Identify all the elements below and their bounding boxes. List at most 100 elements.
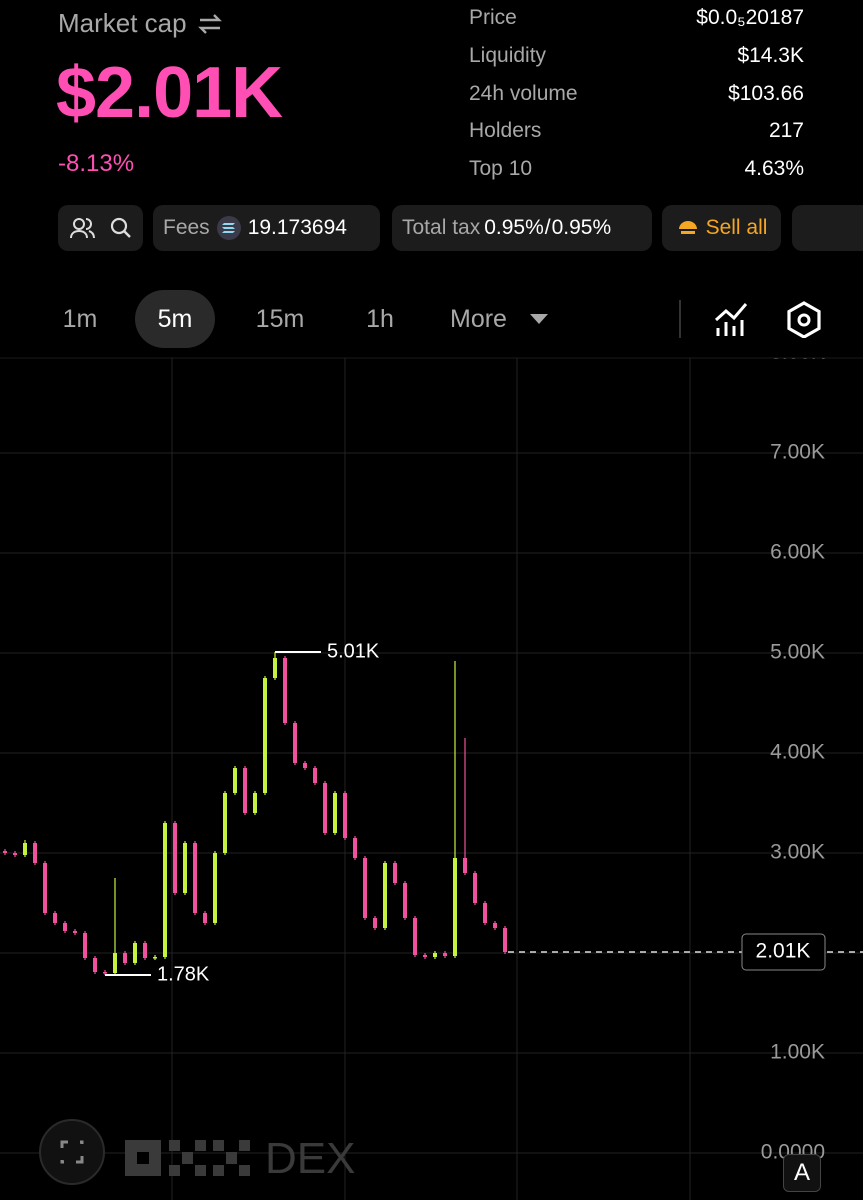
candle-body bbox=[143, 943, 147, 958]
stat-value: $0.0₅20187 bbox=[696, 6, 804, 29]
tab[interactable]: More bbox=[450, 305, 507, 333]
people-icon bbox=[69, 218, 95, 239]
y-tick-label: 6.00K bbox=[770, 541, 825, 564]
candle-body bbox=[113, 953, 117, 973]
auto-scale-button[interactable]: A bbox=[783, 1154, 821, 1192]
candle-body bbox=[43, 863, 47, 913]
candle-body bbox=[423, 955, 427, 957]
indicator-icon[interactable] bbox=[713, 300, 751, 338]
settings-icon[interactable] bbox=[785, 300, 823, 338]
sell-icon bbox=[678, 221, 697, 234]
candle-body bbox=[273, 658, 277, 678]
tab-active-bg bbox=[135, 290, 215, 348]
fees-value: 19.173694 bbox=[247, 216, 347, 239]
y-tick-label: 8.00K bbox=[770, 341, 825, 364]
candle-body bbox=[123, 953, 127, 963]
candle-body bbox=[93, 958, 97, 972]
candle-body bbox=[473, 873, 477, 903]
axis-labels: 0.00001.00K2.00K3.00K4.00K5.00K6.00K7.00… bbox=[105, 341, 863, 1164]
tab-divider bbox=[679, 300, 681, 338]
candle-body bbox=[393, 863, 397, 883]
candle-body bbox=[133, 943, 137, 963]
candle-body bbox=[323, 783, 327, 833]
grid bbox=[0, 452, 863, 1154]
market-cap-label-row: Market cap bbox=[58, 8, 223, 39]
candle-body bbox=[443, 953, 447, 956]
fees-label: Fees bbox=[163, 216, 210, 239]
candle-body bbox=[373, 918, 377, 928]
candle-body bbox=[383, 863, 387, 928]
annotation-label: 5.01K bbox=[327, 640, 380, 662]
y-tick-label: 7.00K bbox=[770, 441, 825, 464]
dropdown-icon[interactable] bbox=[528, 312, 550, 326]
sol-icon bbox=[216, 216, 241, 240]
stat-value: 4.63% bbox=[744, 157, 804, 180]
candle-body bbox=[213, 853, 217, 923]
tab[interactable]: 1h bbox=[366, 305, 394, 333]
stat-value: $103.66 bbox=[728, 82, 804, 105]
candle-body bbox=[103, 972, 107, 974]
candles bbox=[3, 652, 507, 975]
stat-label: 24h volume bbox=[469, 82, 578, 105]
candle-body bbox=[3, 851, 7, 853]
tab[interactable]: 1m bbox=[62, 305, 98, 333]
y-tick-label: 4.00K bbox=[770, 741, 825, 764]
candle-body bbox=[163, 823, 167, 957]
market-cap-label: Market cap bbox=[58, 8, 187, 38]
stat-label: Liquidity bbox=[469, 44, 547, 67]
candle-body bbox=[173, 823, 177, 893]
y-tick-label: 5.00K bbox=[770, 641, 825, 664]
candle-body bbox=[233, 768, 237, 793]
fullscreen-button[interactable] bbox=[38, 1118, 106, 1186]
candle-body bbox=[433, 953, 437, 957]
candle-body bbox=[243, 768, 247, 813]
stat-value: 217 bbox=[768, 119, 804, 142]
search-icon bbox=[110, 217, 131, 238]
chip-more[interactable] bbox=[792, 205, 863, 251]
stat-value: $14.3K bbox=[737, 44, 804, 67]
tax-separator: / bbox=[544, 216, 551, 239]
candle-body bbox=[293, 723, 297, 763]
candle-body bbox=[343, 793, 347, 838]
candle-body bbox=[493, 923, 497, 928]
candle-body bbox=[313, 768, 317, 783]
candle-body bbox=[463, 858, 467, 873]
okx-logo bbox=[125, 1140, 250, 1176]
candle-body bbox=[53, 913, 57, 923]
candle-body bbox=[83, 933, 87, 958]
chip-fees: Fees 19.173694 bbox=[153, 205, 380, 251]
candle-body bbox=[503, 928, 507, 952]
last-price-box bbox=[741, 933, 826, 971]
candle-body bbox=[453, 858, 457, 956]
chip-search[interactable] bbox=[58, 205, 143, 251]
candle-body bbox=[283, 658, 287, 723]
chip-sell-all[interactable]: Sell all bbox=[662, 205, 781, 251]
candle-body bbox=[203, 913, 207, 923]
brand: DEX bbox=[265, 1134, 356, 1183]
stat-label: Top 10 bbox=[469, 157, 533, 180]
swap-icon[interactable] bbox=[197, 13, 223, 35]
candle-body bbox=[353, 838, 357, 858]
vertical-grid bbox=[171, 358, 691, 1200]
annotation-label: 1.78K bbox=[157, 963, 210, 985]
candle-body bbox=[333, 793, 337, 833]
last-price-label: 2.01K bbox=[756, 940, 811, 963]
candle-body bbox=[253, 793, 257, 813]
candle-body bbox=[63, 923, 67, 931]
candle-body bbox=[153, 957, 157, 959]
candle-body bbox=[183, 843, 187, 893]
candle-body bbox=[193, 843, 197, 913]
tax-label: Total tax bbox=[402, 216, 481, 239]
candle-body bbox=[23, 843, 27, 855]
tab[interactable]: 15m bbox=[255, 305, 305, 333]
y-tick-label: 3.00K bbox=[770, 841, 825, 864]
candle-body bbox=[303, 763, 307, 768]
buy-tax: 0.95% bbox=[484, 216, 544, 239]
y-tick-label: 1.00K bbox=[770, 1041, 825, 1064]
candle-body bbox=[403, 883, 407, 918]
tab[interactable]: 5m bbox=[157, 305, 193, 333]
candle-body bbox=[413, 918, 417, 955]
candle-body bbox=[223, 793, 227, 853]
